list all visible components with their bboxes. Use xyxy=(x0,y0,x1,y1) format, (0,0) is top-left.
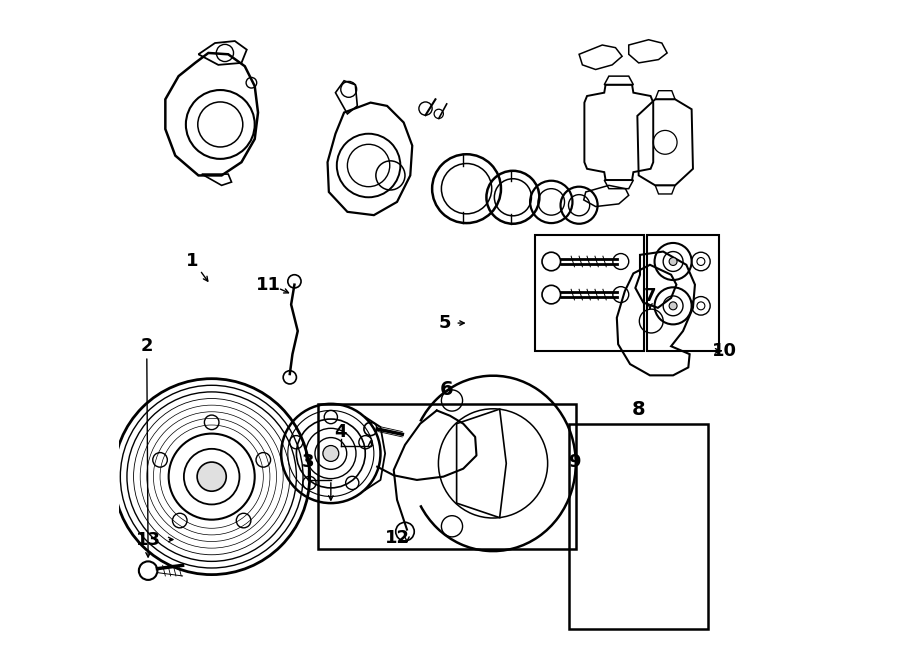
Text: 9: 9 xyxy=(568,453,580,471)
Text: 3: 3 xyxy=(302,453,314,471)
Circle shape xyxy=(323,446,338,461)
Circle shape xyxy=(197,462,226,491)
Text: 6: 6 xyxy=(440,380,454,399)
Text: 7: 7 xyxy=(644,287,656,305)
Text: 12: 12 xyxy=(384,528,410,547)
Text: 13: 13 xyxy=(136,530,160,549)
Text: 4: 4 xyxy=(335,422,347,441)
Text: 10: 10 xyxy=(712,342,737,360)
Bar xyxy=(318,404,576,549)
Text: 5: 5 xyxy=(439,314,452,332)
Text: 8: 8 xyxy=(632,400,645,418)
Text: 11: 11 xyxy=(256,275,281,294)
Bar xyxy=(535,235,644,351)
Text: 2: 2 xyxy=(140,336,153,355)
Circle shape xyxy=(669,258,677,265)
Bar xyxy=(569,424,708,629)
Text: 1: 1 xyxy=(185,252,198,271)
Bar xyxy=(646,235,719,351)
Circle shape xyxy=(669,302,677,310)
